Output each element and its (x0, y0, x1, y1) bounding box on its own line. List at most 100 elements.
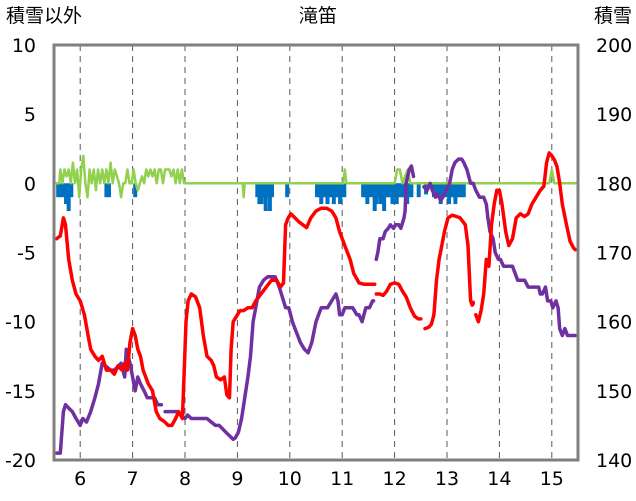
bar (342, 183, 347, 198)
left-tick-label: -5 (17, 243, 36, 265)
bar (400, 183, 405, 198)
series-line-green (55, 154, 580, 199)
bar (367, 183, 372, 198)
right-tick-label: 200 (596, 35, 632, 57)
bar (107, 183, 112, 198)
bar (61, 183, 66, 198)
tick-labels: 10 5 0 -5 -10 -15 -20 200 190 180 170 160 150 140 6 7 8 9… (5, 35, 632, 490)
x-tick-label: 7 (127, 468, 139, 490)
series-line-purple1 (54, 347, 164, 455)
bar (333, 183, 338, 198)
bar (104, 183, 109, 198)
series-line-purple4 (422, 157, 578, 338)
bar (263, 183, 268, 211)
bar (382, 183, 387, 211)
bar (323, 183, 328, 198)
left-axis-label: 積雪以外 (6, 5, 82, 27)
bar (386, 183, 391, 198)
bar (255, 183, 260, 198)
bar (394, 183, 399, 205)
series-line-purple3 (374, 164, 416, 262)
x-tick-label: 9 (231, 468, 243, 490)
bar (374, 183, 379, 205)
right-tick-label: 160 (596, 312, 632, 334)
right-axis-label: 積雪 (594, 5, 632, 27)
bar (58, 183, 63, 198)
series-line-red (54, 206, 377, 428)
left-tick-label: 5 (24, 104, 36, 126)
bar (265, 183, 270, 198)
right-tick-label: 150 (596, 381, 632, 403)
bar (438, 183, 443, 205)
bar (336, 183, 341, 198)
bar (317, 183, 322, 198)
bar (457, 183, 462, 198)
bar (259, 183, 264, 205)
bar (361, 183, 366, 198)
bar (331, 183, 336, 205)
bar (449, 183, 454, 198)
bar (315, 183, 320, 198)
bar (267, 183, 272, 211)
bar (327, 183, 332, 198)
left-tick-label: 10 (12, 35, 36, 57)
bar (365, 183, 370, 205)
bar (461, 183, 466, 198)
bar (257, 183, 262, 205)
series-line-red3 (423, 213, 475, 331)
bar (69, 183, 74, 198)
right-tick-label: 190 (596, 104, 632, 126)
bar (434, 183, 439, 198)
bar (440, 183, 445, 198)
bar (459, 183, 464, 198)
bar (398, 183, 403, 198)
series-line-red4 (474, 151, 578, 324)
x-tick-label: 13 (435, 468, 459, 490)
series-line-purple2 (163, 274, 376, 442)
bar (64, 183, 69, 205)
bar (261, 183, 266, 198)
bar (396, 183, 401, 198)
bar (325, 183, 330, 205)
series-blue-bars (56, 183, 466, 211)
bar (66, 183, 71, 211)
bar (392, 183, 397, 198)
x-tick-label: 14 (487, 468, 511, 490)
right-tick-label: 180 (596, 173, 632, 195)
bar (376, 183, 381, 198)
chart-title: 滝笛 (299, 5, 337, 27)
bar (455, 183, 460, 198)
x-tick-label: 11 (330, 468, 354, 490)
left-tick-label: -15 (5, 381, 36, 403)
bar (338, 183, 343, 205)
bar (409, 183, 414, 198)
left-tick-label: -20 (5, 450, 36, 472)
bar (329, 183, 334, 198)
bar (384, 183, 389, 198)
x-tick-label: 6 (74, 468, 86, 490)
series-layer (54, 151, 580, 455)
x-tick-label: 8 (179, 468, 191, 490)
grid-lines (79, 45, 553, 460)
bar (388, 183, 393, 198)
bar (407, 183, 412, 198)
bar (390, 183, 395, 205)
x-tick-label: 15 (540, 468, 564, 490)
x-tick-label: 10 (278, 468, 302, 490)
bar (133, 183, 138, 198)
series-line-red2 (374, 281, 423, 321)
bar (453, 183, 458, 205)
bar (363, 183, 368, 198)
right-tick-label: 140 (596, 450, 632, 472)
bar (321, 183, 326, 198)
left-tick-label: 0 (24, 173, 36, 195)
bar (372, 183, 377, 211)
bar (447, 183, 452, 205)
bar (370, 183, 375, 198)
right-tick-label: 170 (596, 243, 632, 265)
bar (451, 183, 456, 198)
bar (416, 183, 421, 198)
left-tick-label: -10 (5, 312, 36, 334)
